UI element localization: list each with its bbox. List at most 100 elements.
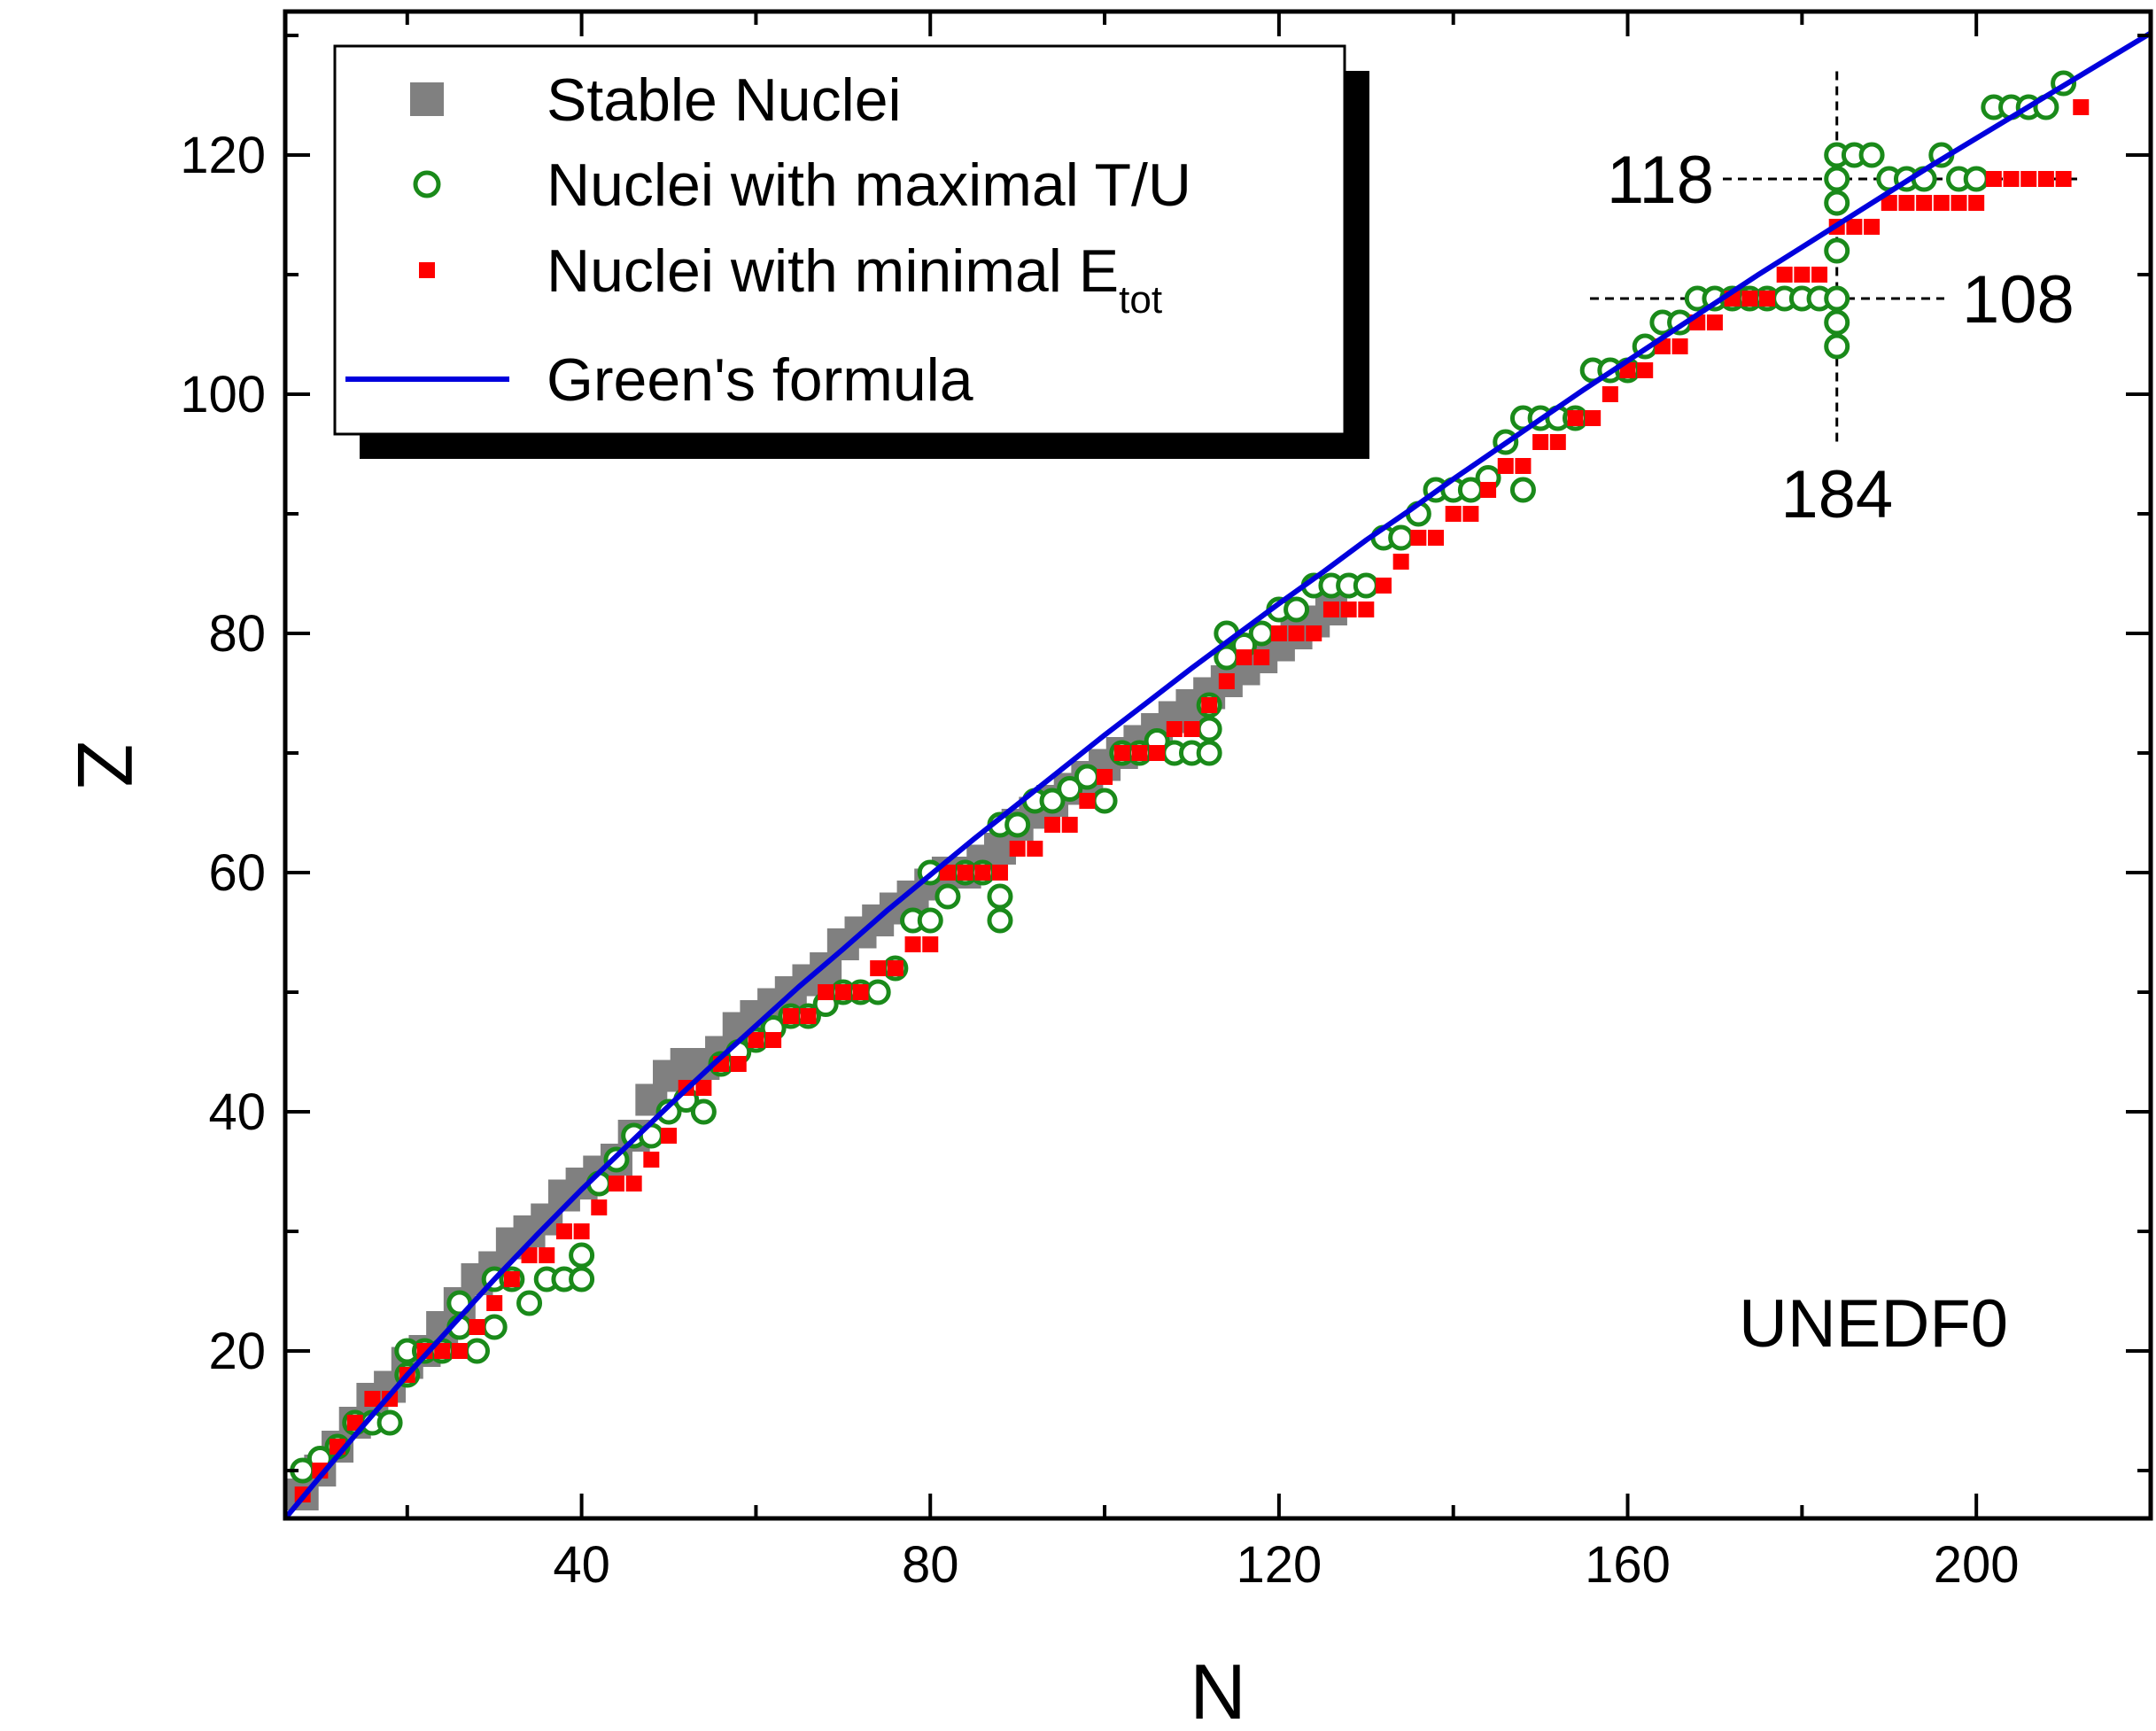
max-tu-nucleus-marker	[655, 1098, 682, 1125]
min-etot-nucleus-marker	[1497, 458, 1514, 474]
min-etot-nucleus-marker	[1898, 195, 1915, 211]
y-tick-label: 20	[208, 1323, 266, 1380]
max-tu-nucleus-marker	[1858, 142, 1885, 168]
max-tu-nucleus-marker	[481, 1314, 508, 1340]
min-etot-nucleus-marker	[2003, 171, 2020, 187]
min-etot-nucleus-marker	[486, 1295, 503, 1311]
max-tu-nucleus-marker	[1824, 237, 1850, 264]
min-etot-nucleus-marker	[1567, 410, 1584, 426]
min-etot-nucleus-marker	[695, 1080, 712, 1096]
legend-symbol-min-etot	[419, 262, 435, 278]
min-etot-nucleus-marker	[765, 1032, 782, 1048]
max-tu-nucleus-marker	[987, 907, 1013, 934]
max-tu-nucleus-marker	[569, 1266, 595, 1292]
min-etot-nucleus-marker	[434, 1343, 451, 1359]
max-tu-nucleus-marker	[464, 1338, 491, 1364]
min-etot-nucleus-marker	[1358, 602, 1375, 617]
max-tu-nucleus-marker	[1248, 620, 1275, 647]
min-etot-nucleus-marker	[1044, 817, 1061, 833]
min-etot-nucleus-marker	[643, 1152, 660, 1168]
max-tu-nucleus-marker	[1824, 309, 1850, 336]
max-tu-nucleus-marker	[1963, 166, 1989, 192]
min-etot-nucleus-marker	[1410, 530, 1427, 546]
x-tick-label: 80	[902, 1536, 959, 1594]
legend-label-subscript: tot	[1119, 278, 1162, 322]
reference-label-108: 108	[1962, 262, 2075, 338]
min-etot-nucleus-marker	[608, 1176, 624, 1192]
x-axis-title: N	[1190, 1648, 1246, 1731]
min-etot-nucleus-marker	[1322, 602, 1339, 617]
reference-lines-layer: 118 108 184	[1590, 71, 2077, 532]
min-etot-nucleus-marker	[1549, 434, 1566, 450]
min-etot-nucleus-marker	[974, 865, 991, 881]
min-etot-nucleus-marker	[1480, 482, 1497, 498]
legend-box	[333, 44, 1346, 436]
max-tu-nucleus-marker	[1824, 285, 1850, 312]
min-etot-nucleus-marker	[1027, 841, 1043, 857]
max-tu-nucleus-marker	[865, 979, 891, 1005]
min-etot-nucleus-marker	[818, 984, 834, 1000]
max-tu-nucleus-marker	[1039, 788, 1066, 814]
min-etot-nucleus-marker	[1741, 291, 1758, 307]
min-etot-nucleus-marker	[1201, 697, 1218, 713]
min-etot-nucleus-marker	[1776, 267, 1793, 283]
max-tu-nucleus-marker	[376, 1409, 403, 1436]
min-etot-nucleus-marker	[1166, 721, 1183, 737]
max-tu-nucleus-marker	[1004, 811, 1031, 838]
min-etot-nucleus-marker	[939, 865, 956, 881]
min-etot-nucleus-marker	[661, 1128, 678, 1144]
min-etot-nucleus-marker	[1428, 530, 1445, 546]
min-etot-nucleus-marker	[1794, 267, 1811, 283]
min-etot-nucleus-marker	[1758, 291, 1775, 307]
min-etot-nucleus-marker	[800, 1008, 817, 1024]
min-etot-nucleus-marker	[1061, 817, 1078, 833]
min-etot-nucleus-marker	[1253, 649, 1270, 665]
min-etot-nucleus-marker	[1985, 171, 2002, 187]
y-tick-label: 40	[208, 1083, 266, 1141]
reference-label-184: 184	[1780, 457, 1893, 532]
min-etot-nucleus-marker	[1515, 458, 1532, 474]
min-etot-nucleus-marker	[922, 936, 939, 952]
axes-layer: 40 80 120 160 200 20 40 60 80 100 120	[180, 9, 2153, 1594]
min-etot-nucleus-marker	[503, 1271, 520, 1287]
min-etot-nucleus-marker	[1183, 721, 1200, 737]
min-etot-nucleus-marker	[539, 1247, 555, 1263]
min-etot-nucleus-marker	[1462, 506, 1479, 522]
max-tu-nucleus-marker	[1196, 716, 1222, 742]
min-etot-nucleus-marker	[1585, 410, 1601, 426]
min-etot-nucleus-marker	[1149, 745, 1166, 761]
legend-label: Nuclei with maximal T/U	[547, 151, 1191, 219]
legend-symbol-max-tu	[413, 170, 441, 198]
min-etot-nucleus-marker	[748, 1032, 764, 1048]
min-etot-nucleus-marker	[364, 1391, 381, 1407]
max-tu-nucleus-marker	[987, 883, 1013, 910]
min-etot-nucleus-marker	[1288, 625, 1305, 641]
min-etot-nucleus-marker	[1306, 625, 1322, 641]
min-etot-nucleus-marker	[591, 1199, 608, 1215]
y-tick-label: 80	[208, 605, 266, 663]
x-tick-label: 120	[1236, 1536, 1322, 1594]
data-layer	[283, 30, 2152, 1520]
model-annotation: UNEDF0	[1739, 1286, 2008, 1362]
min-etot-nucleus-marker	[782, 1008, 799, 1024]
max-tu-nucleus-marker	[1509, 477, 1536, 503]
max-tu-nucleus-marker	[1824, 333, 1850, 360]
x-tick-label: 40	[553, 1536, 610, 1594]
min-etot-nucleus-marker	[852, 984, 869, 1000]
max-tu-nucleus-marker	[1091, 788, 1118, 814]
max-tu-nucleus-marker	[1353, 572, 1379, 599]
legend-symbol-stable	[410, 82, 444, 116]
min-etot-nucleus-marker	[1881, 195, 1897, 211]
min-etot-nucleus-marker	[957, 865, 973, 881]
min-etot-nucleus-marker	[1671, 338, 1688, 354]
min-etot-nucleus-marker	[1916, 195, 1933, 211]
max-tu-nucleus-marker	[1388, 524, 1415, 551]
max-tu-nucleus-marker	[1074, 764, 1100, 790]
max-tu-nucleus-marker	[917, 907, 943, 934]
min-etot-nucleus-marker	[1706, 314, 1723, 330]
min-etot-nucleus-marker	[469, 1319, 485, 1335]
y-tick-label: 120	[180, 127, 266, 184]
min-etot-nucleus-marker	[1113, 745, 1130, 761]
min-etot-nucleus-marker	[1097, 769, 1113, 785]
